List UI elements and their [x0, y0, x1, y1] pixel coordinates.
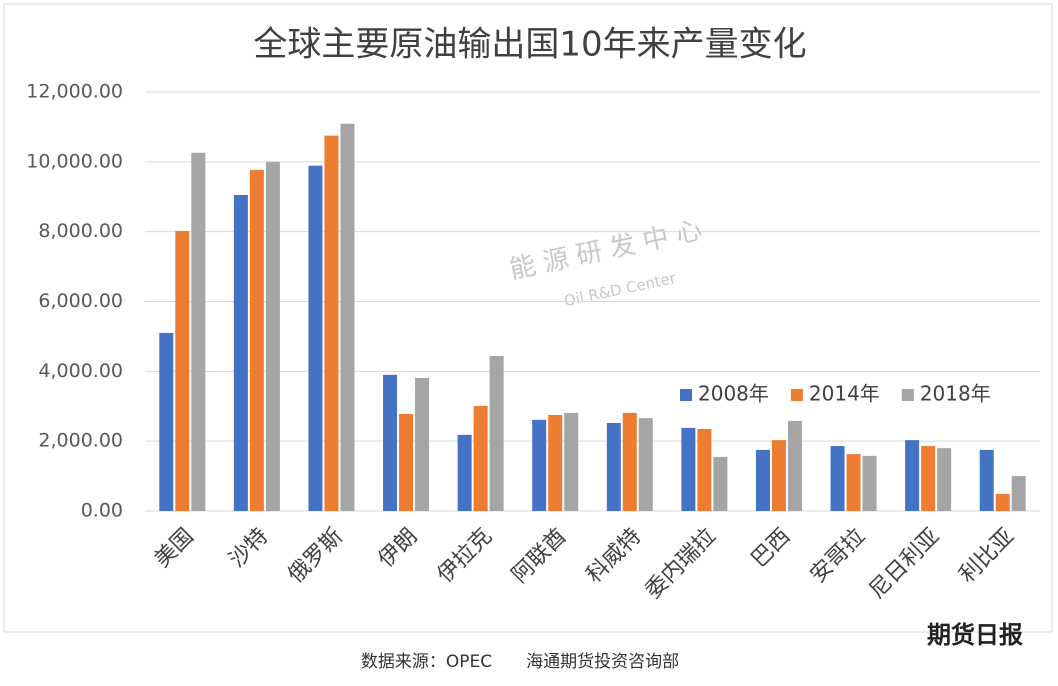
bar — [638, 418, 653, 511]
bar — [415, 377, 430, 511]
y-tick-label: 8,000.00 — [38, 220, 123, 242]
bar — [399, 413, 414, 511]
legend-swatch — [901, 389, 914, 401]
bar — [787, 420, 802, 511]
bar — [191, 152, 206, 511]
bar — [995, 493, 1010, 511]
legend-label: 2014年 — [809, 382, 880, 406]
bar — [681, 427, 696, 511]
bar — [457, 434, 472, 511]
logo: 期货日报 — [927, 621, 1023, 649]
bar — [473, 405, 488, 511]
bar — [265, 161, 280, 512]
legend-swatch — [680, 389, 692, 401]
bar — [324, 135, 339, 512]
bar — [713, 456, 728, 511]
bar — [249, 169, 264, 511]
bar — [937, 448, 952, 511]
bar — [233, 195, 248, 512]
source-note: 数据来源：OPEC 海通期货投资咨询部 — [361, 652, 679, 672]
bar — [921, 446, 936, 511]
bar — [1011, 476, 1026, 511]
legend-swatch — [790, 389, 803, 401]
bar — [755, 449, 770, 511]
bar — [606, 423, 621, 511]
y-tick-label: 12,000.00 — [26, 81, 123, 103]
bar — [159, 332, 174, 511]
legend-label: 2018年 — [920, 382, 991, 406]
bar — [846, 454, 861, 511]
bar — [383, 374, 398, 511]
y-tick-label: 0.00 — [81, 500, 123, 522]
bar — [622, 412, 637, 511]
bar — [340, 123, 355, 511]
bar — [830, 446, 845, 511]
bar — [862, 455, 877, 511]
bar — [308, 165, 323, 511]
bar — [548, 414, 563, 511]
legend-label: 2008年 — [698, 382, 769, 406]
chart-title: 全球主要原油输出国10年来产量变化 — [253, 25, 806, 65]
bar — [564, 412, 579, 511]
bar — [771, 440, 786, 511]
bar — [979, 449, 994, 511]
y-tick-label: 2,000.00 — [38, 430, 123, 452]
bar — [697, 428, 712, 511]
bar — [175, 230, 190, 512]
bar — [532, 419, 547, 511]
y-tick-label: 4,000.00 — [38, 360, 123, 382]
bar — [905, 440, 920, 511]
bar — [489, 355, 504, 511]
chart-frame — [3, 3, 1053, 633]
y-tick-label: 6,000.00 — [38, 290, 123, 312]
y-tick-label: 10,000.00 — [26, 150, 123, 172]
